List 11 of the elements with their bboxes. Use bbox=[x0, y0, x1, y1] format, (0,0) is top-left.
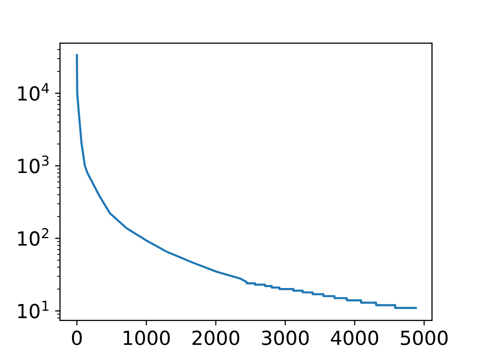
y-tick-label: 10$^{3}$ bbox=[18, 156, 49, 174]
x-tick-label: 3000 bbox=[262, 330, 309, 346]
x-tick-label: 5000 bbox=[400, 330, 448, 346]
y-tick-label: 10$^{2}$ bbox=[18, 228, 48, 246]
line-series bbox=[76, 54, 417, 309]
x-tick-label: 2000 bbox=[192, 330, 240, 346]
y-tick-label: 10$^{4}$ bbox=[18, 83, 49, 101]
x-tick-label: 1000 bbox=[124, 330, 170, 346]
x-tick-label: 0 bbox=[72, 330, 82, 346]
y-tick-label: 10$^{1}$ bbox=[18, 300, 48, 318]
x-tick-label: 4000 bbox=[330, 330, 378, 346]
